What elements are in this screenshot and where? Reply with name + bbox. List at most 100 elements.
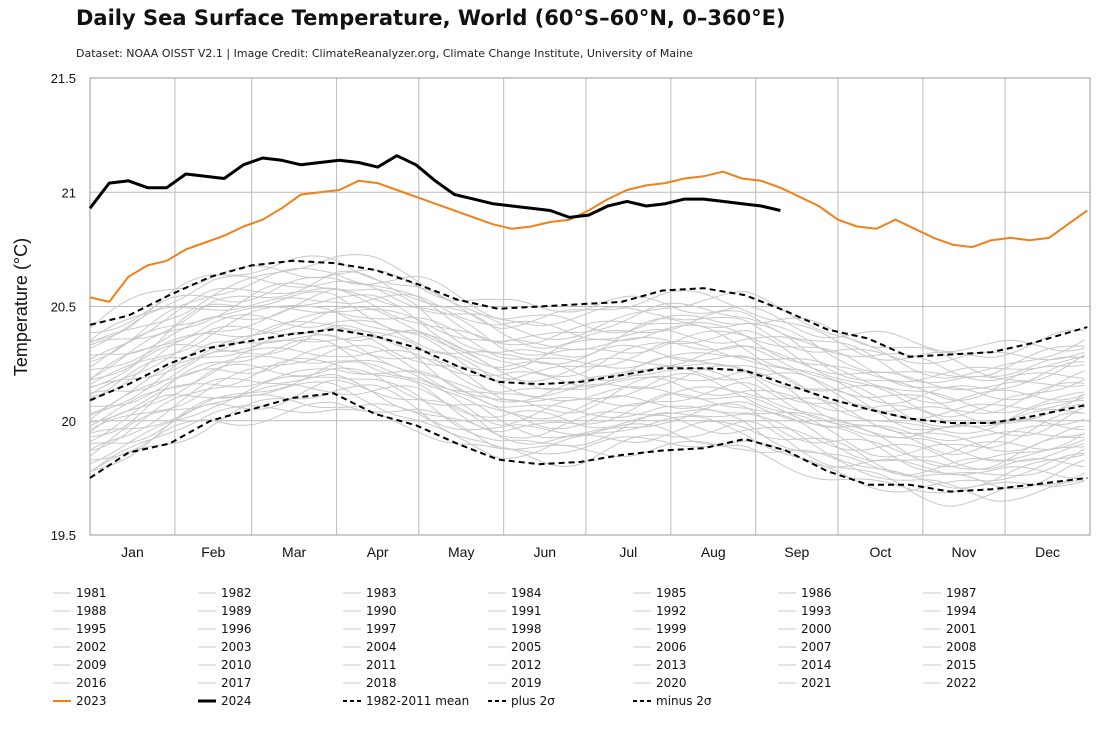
legend-item-1997[interactable]: 1997 [342,620,397,638]
legend-item-2018[interactable]: 2018 [342,674,397,692]
legend-label: 1989 [221,604,252,618]
legend-label: 2022 [946,676,977,690]
series-1994 [89,344,1085,468]
legend-item-2016[interactable]: 2016 [52,674,107,692]
legend-item-2008[interactable]: 2008 [922,638,977,656]
series-2000 [89,347,1085,431]
legend-item-1987[interactable]: 1987 [922,584,977,602]
legend-label: 1994 [946,604,977,618]
legend-label: 1985 [656,586,687,600]
legend-item-1986[interactable]: 1986 [777,584,832,602]
legend-label: minus 2σ [656,694,712,708]
legend-item-1993[interactable]: 1993 [777,602,832,620]
series-2023 [89,170,1088,303]
legend-item-plus-2σ[interactable]: plus 2σ [487,692,555,710]
legend-swatch-icon [198,664,216,666]
legend-label: 2005 [511,640,542,654]
legend-swatch-icon [198,628,216,630]
legend-item-2023[interactable]: 2023 [52,692,107,710]
legend-label: 1984 [511,586,542,600]
legend-item-2015[interactable]: 2015 [922,656,977,674]
legend-item-2007[interactable]: 2007 [777,638,832,656]
legend-item-2017[interactable]: 2017 [197,674,252,692]
legend-swatch-icon [778,610,796,612]
legend-label: 2013 [656,658,687,672]
series-2007 [89,313,1085,404]
legend-item-2002[interactable]: 2002 [52,638,107,656]
legend-item-2005[interactable]: 2005 [487,638,542,656]
series-2016 [89,270,1085,384]
legend-label: 2003 [221,640,252,654]
legend-item-1989[interactable]: 1989 [197,602,252,620]
series-2018 [89,275,1085,365]
series-2020 [89,254,1085,379]
legend-item-2000[interactable]: 2000 [777,620,832,638]
legend-item-2011[interactable]: 2011 [342,656,397,674]
legend-swatch-icon [923,664,941,666]
legend-label: 1981 [76,586,107,600]
legend-item-1994[interactable]: 1994 [922,602,977,620]
legend-swatch-icon [488,682,506,684]
legend-swatch-icon [923,592,941,594]
legend-item-2019[interactable]: 2019 [487,674,542,692]
legend-label: 2012 [511,658,542,672]
legend-item-1988[interactable]: 1988 [52,602,107,620]
legend-swatch-icon [53,664,71,666]
legend-swatch-icon [923,610,941,612]
legend-label: 1995 [76,622,107,636]
legend-item-1999[interactable]: 1999 [632,620,687,638]
legend-item-2020[interactable]: 2020 [632,674,687,692]
legend-item-1992[interactable]: 1992 [632,602,687,620]
legend-label: 2016 [76,676,107,690]
legend-item-2001[interactable]: 2001 [922,620,977,638]
legend-item-2006[interactable]: 2006 [632,638,687,656]
legend-item-2009[interactable]: 2009 [52,656,107,674]
legend-item-2014[interactable]: 2014 [777,656,832,674]
legend-item-2012[interactable]: 2012 [487,656,542,674]
legend-label: 2009 [76,658,107,672]
legend-item-1991[interactable]: 1991 [487,602,542,620]
chart-subtitle: Dataset: NOAA OISST V2.1 | Image Credit:… [76,47,693,60]
legend-swatch-icon [488,610,506,612]
legend-item-2013[interactable]: 2013 [632,656,687,674]
y-axis-label: Temperature (°C) [11,238,31,376]
legend-swatch-icon [488,628,506,630]
x-tick-label: Mar [282,544,306,560]
series-1999 [89,334,1085,439]
legend-swatch-icon [343,682,361,684]
series-2019 [89,275,1085,378]
legend-item-1985[interactable]: 1985 [632,584,687,602]
legend-item-minus-2σ[interactable]: minus 2σ [632,692,712,710]
highlight-years-layer [88,154,1088,303]
legend-label: 1992 [656,604,687,618]
grid-layer [89,77,1091,536]
legend-item-1990[interactable]: 1990 [342,602,397,620]
axis-layer: 21.5 21 20.5 20 19.5 Jan Feb Mar Apr May Jun Jul Aug… [51,71,1060,560]
legend-item-1983[interactable]: 1983 [342,584,397,602]
legend-item-2003[interactable]: 2003 [197,638,252,656]
legend-item-2010[interactable]: 2010 [197,656,252,674]
legend-label: 2019 [511,676,542,690]
legend-item-1984[interactable]: 1984 [487,584,542,602]
legend-item-1995[interactable]: 1995 [52,620,107,638]
series-2010 [89,291,1085,404]
legend-label: 1997 [366,622,397,636]
y-tick-label: 19.5 [51,528,76,543]
legend-item-1981[interactable]: 1981 [52,584,107,602]
x-tick-label: May [448,544,474,560]
series-2009 [89,294,1085,418]
legend-label: 2020 [656,676,687,690]
legend-item-2004[interactable]: 2004 [342,638,397,656]
legend-item-1982[interactable]: 1982 [197,584,252,602]
legend-item-1982-2011-mean[interactable]: 1982-2011 mean [342,692,469,710]
legend-label: plus 2σ [511,694,555,708]
legend-swatch-icon [343,646,361,648]
series-2013 [89,282,1085,401]
legend-item-2022[interactable]: 2022 [922,674,977,692]
legend-item-2024[interactable]: 2024 [197,692,252,710]
x-tick-label: Sep [784,544,809,560]
legend-item-2021[interactable]: 2021 [777,674,832,692]
legend-label: 2004 [366,640,397,654]
legend-item-1996[interactable]: 1996 [197,620,252,638]
legend-item-1998[interactable]: 1998 [487,620,542,638]
